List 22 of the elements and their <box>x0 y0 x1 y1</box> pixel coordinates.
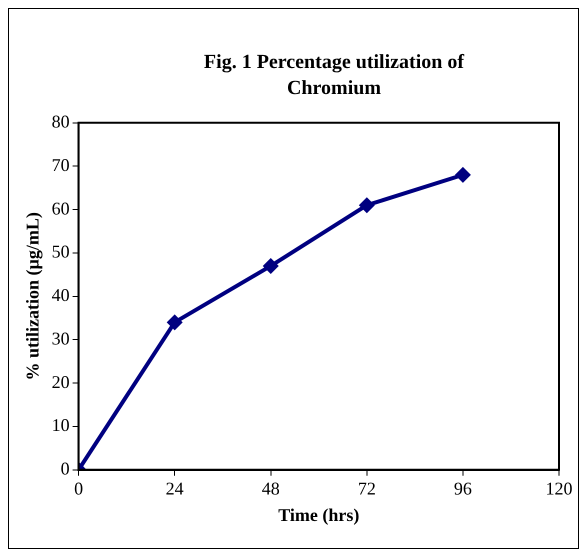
y-tick-label: 60 <box>52 198 70 218</box>
y-axis-title: % utilization (µg/mL) <box>22 212 42 380</box>
chart-title: Fig. 1 Percentage utilization of Chromium <box>202 50 466 101</box>
x-tick-label: 48 <box>262 478 280 498</box>
y-tick-label: 30 <box>52 328 70 348</box>
point <box>262 258 279 274</box>
point <box>166 314 183 330</box>
y-tick-label: 70 <box>52 154 70 175</box>
y-tick-label: 50 <box>52 242 70 262</box>
x-tick-label: 24 <box>166 478 184 498</box>
y-tick-label: 10 <box>52 415 70 436</box>
point <box>358 197 375 214</box>
x-tick-label: 120 <box>546 478 572 498</box>
y-tick-label: 80 <box>52 112 70 132</box>
y-tick-label: 20 <box>52 372 70 392</box>
x-tick-label: 72 <box>358 478 376 498</box>
x-axis-title: Time (hrs) <box>278 504 360 525</box>
x-tick-label: 0 <box>74 478 84 498</box>
y-tick-label: 40 <box>52 285 70 306</box>
y-tick-label: 0 <box>60 458 70 479</box>
point <box>454 166 471 183</box>
x-tick-label: 96 <box>454 478 472 498</box>
